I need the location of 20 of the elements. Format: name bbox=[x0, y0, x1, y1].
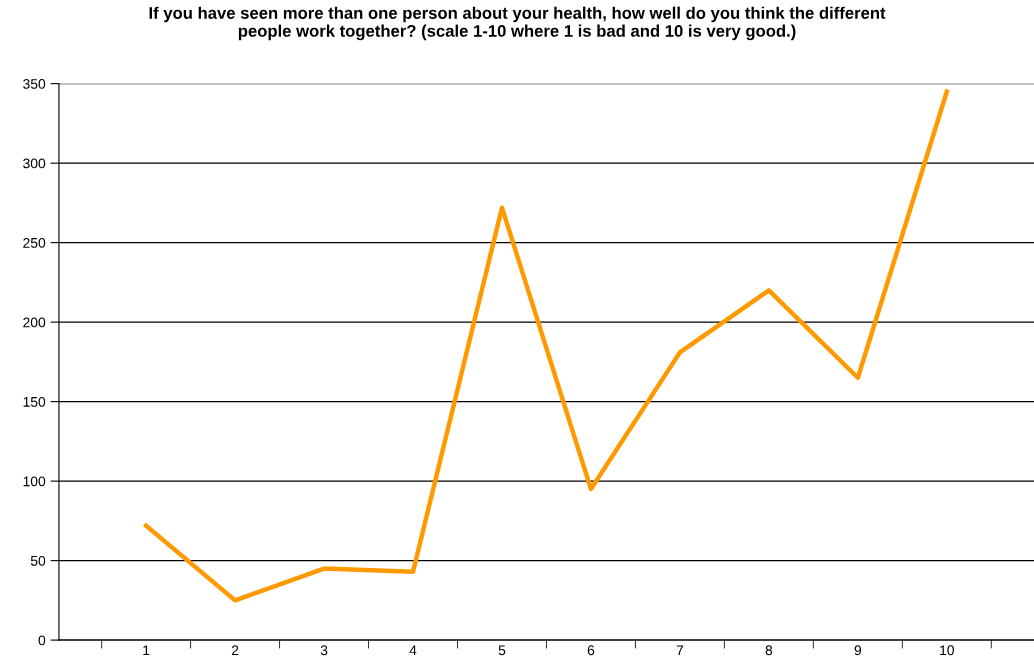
line-series bbox=[143, 89, 950, 603]
x-tick-label: 7 bbox=[676, 645, 684, 656]
y-tick-label: 50 bbox=[30, 555, 46, 566]
x-tick-label: 4 bbox=[409, 645, 417, 656]
x-tick-label: 6 bbox=[587, 645, 595, 656]
x-tick-label: 9 bbox=[854, 645, 862, 656]
y-tick-label: 250 bbox=[23, 237, 46, 248]
x-tick-label: 2 bbox=[231, 645, 239, 656]
chart-title: If you have seen more than one person about your health, how well do you think the different people work together? (scale 1-10 where 1 is bad and 10 is very good.) bbox=[149, 6, 886, 41]
x-tick-label: 1 bbox=[143, 645, 150, 656]
y-tick-label: 350 bbox=[23, 79, 46, 89]
x-tick-label: 8 bbox=[765, 645, 773, 656]
y-tick-label: 300 bbox=[23, 158, 46, 169]
y-tick-label: 0 bbox=[38, 635, 46, 646]
x-tick-label: 5 bbox=[498, 645, 506, 656]
y-tick-label: 200 bbox=[23, 317, 46, 328]
x-tick-label: 10 bbox=[940, 645, 954, 656]
x-tick-label: 3 bbox=[320, 645, 328, 656]
y-tick-label: 100 bbox=[23, 476, 46, 487]
y-tick-label: 150 bbox=[23, 396, 46, 407]
